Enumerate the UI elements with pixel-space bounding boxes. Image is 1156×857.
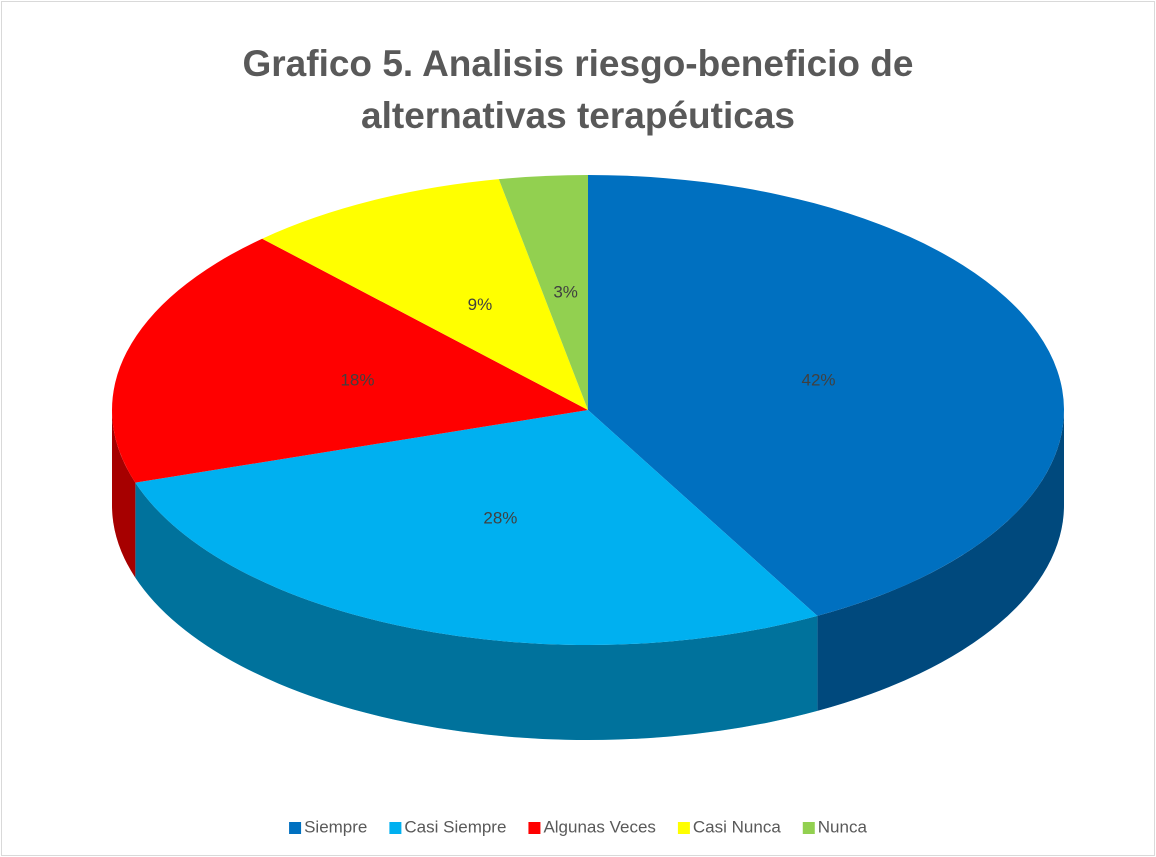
slice (262, 179, 588, 410)
data-label: 3% (553, 283, 578, 302)
legend-label: Casi Nunca (693, 817, 781, 836)
legend-swatch (289, 822, 302, 834)
slice (588, 175, 1064, 616)
slice (112, 238, 589, 483)
chart-title: Grafico 5. Analisis riesgo-beneficio de … (242, 43, 914, 136)
slice-side (135, 482, 818, 741)
slice-side-shade (112, 410, 136, 578)
legend-swatch (802, 822, 815, 834)
slice-side (112, 410, 136, 578)
slice-side (817, 410, 1064, 711)
legend-swatch (528, 822, 541, 834)
legend: Siempre Casi Siempre Algunas Veces Casi Nun… (289, 817, 867, 836)
slice (135, 410, 818, 645)
data-label: 9% (468, 295, 493, 314)
data-label: 42% (802, 370, 836, 389)
legend-label: Siempre (304, 817, 367, 836)
data-label: 28% (483, 509, 517, 528)
slice-side-shade (817, 410, 1064, 711)
legend-swatch (677, 822, 690, 834)
slice (498, 175, 588, 410)
legend-label: Algunas Veces (543, 817, 655, 836)
legend-label: Nunca (818, 817, 868, 836)
slice-side-shade (135, 482, 818, 741)
legend-swatch (389, 822, 402, 834)
data-label: 18% (340, 370, 374, 389)
legend-label: Casi Siempre (404, 817, 506, 836)
